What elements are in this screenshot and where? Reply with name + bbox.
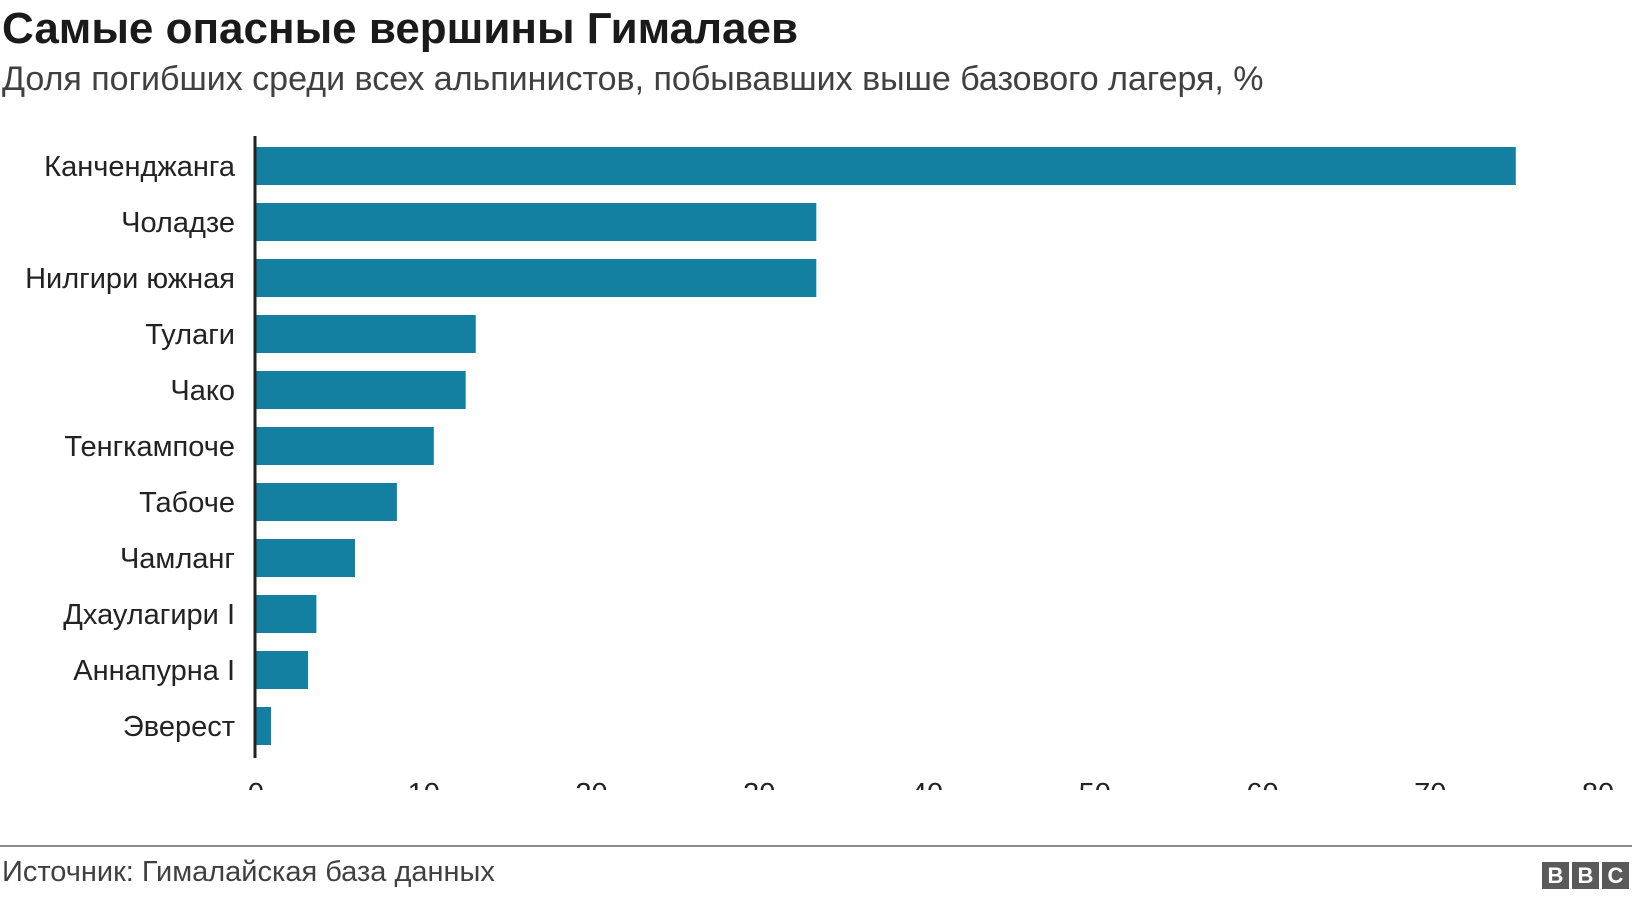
chart-title: Самые опасные вершины Гималаев bbox=[2, 4, 799, 53]
category-label: Чако bbox=[170, 375, 235, 407]
bar-1 bbox=[256, 147, 1516, 185]
x-tick-label: 60 bbox=[1246, 778, 1278, 790]
x-tick-label: 80 bbox=[1582, 778, 1614, 790]
bar-8 bbox=[256, 539, 355, 577]
bar-6 bbox=[256, 427, 434, 465]
bar-7 bbox=[256, 483, 397, 521]
logo-letter-c: C bbox=[1602, 862, 1629, 889]
chart-subtitle: Доля погибших среди всех альпинистов, по… bbox=[2, 60, 1264, 98]
logo-letter-b1: B bbox=[1542, 862, 1569, 889]
category-label: Чамланг bbox=[120, 543, 235, 575]
category-label: Нилгири южная bbox=[25, 263, 235, 295]
bar-9 bbox=[256, 595, 317, 633]
x-tick-label: 30 bbox=[743, 778, 775, 790]
bar-chart: Канченджанга Чоладзе Нилгири южная Тулаги Ча… bbox=[25, 136, 1614, 790]
x-tick-label: 10 bbox=[408, 778, 440, 790]
category-label: Канченджанга bbox=[44, 151, 236, 183]
category-label: Табоче bbox=[139, 487, 235, 519]
category-label: Аннапурна I bbox=[73, 655, 235, 687]
category-label: Тенгкампоче bbox=[64, 431, 235, 463]
logo-letter-b2: B bbox=[1572, 862, 1599, 889]
x-tick-label: 70 bbox=[1414, 778, 1446, 790]
bar-5 bbox=[256, 371, 466, 409]
x-tick-label: 40 bbox=[911, 778, 943, 790]
bar-2 bbox=[256, 203, 817, 241]
bar-11 bbox=[256, 707, 272, 745]
bbc-logo: B B C bbox=[1542, 862, 1629, 889]
category-label: Чоладзе bbox=[121, 207, 235, 239]
bar-4 bbox=[256, 315, 476, 353]
category-label: Эверест bbox=[123, 711, 235, 743]
bar-3 bbox=[256, 259, 817, 297]
x-tick-label: 20 bbox=[575, 778, 607, 790]
category-label: Дхаулагири I bbox=[63, 599, 235, 631]
x-tick-label: 0 bbox=[248, 778, 264, 790]
footer-divider bbox=[0, 845, 1632, 847]
category-label: Тулаги bbox=[145, 319, 235, 351]
bar-10 bbox=[256, 651, 309, 689]
x-tick-label: 50 bbox=[1079, 778, 1111, 790]
source-note: Источник: Гималайская база данных bbox=[2, 856, 495, 888]
